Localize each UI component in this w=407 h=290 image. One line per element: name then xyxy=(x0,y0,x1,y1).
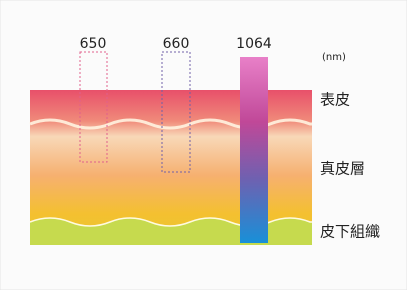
layer-label: 真皮層 xyxy=(320,160,365,178)
wavelength-label: 660 xyxy=(163,36,190,52)
layer-label: 皮下組織 xyxy=(320,223,380,241)
unit-label: (nm) xyxy=(322,52,346,63)
wavelength-label: 1064 xyxy=(236,36,272,52)
diagram: 650 660 1064 (nm) 表皮 真皮層 皮下組織 xyxy=(0,0,407,290)
wavelength-label: 650 xyxy=(80,36,107,52)
layer-label: 表皮 xyxy=(320,91,350,109)
page: {"labels": {"wavelengths": ["650", "660"… xyxy=(0,0,407,290)
beam-1064 xyxy=(240,57,268,243)
